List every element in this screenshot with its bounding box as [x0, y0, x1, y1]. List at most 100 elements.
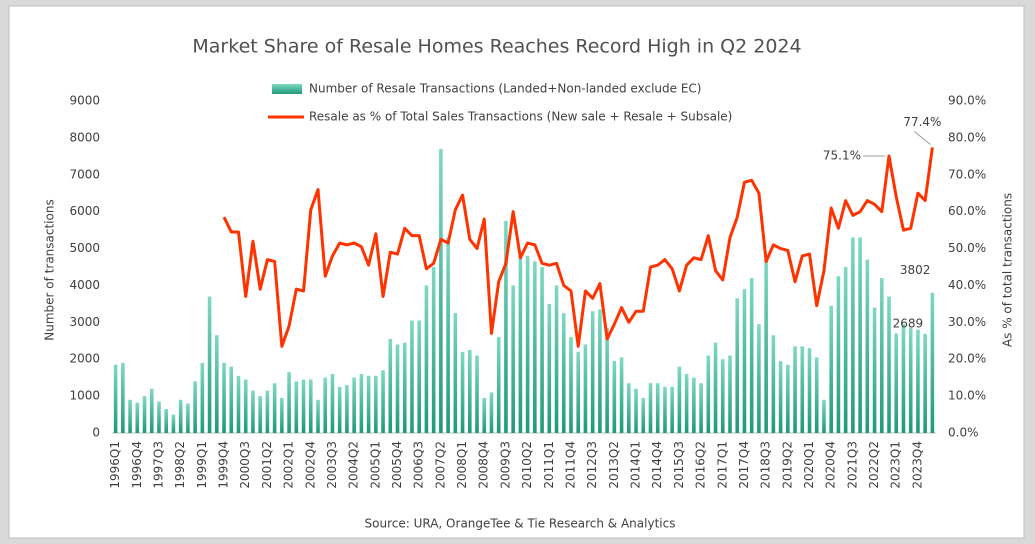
x-tick-label: 1999Q1: [195, 441, 209, 489]
bar: [171, 414, 176, 433]
bar: [236, 375, 241, 433]
bar: [930, 292, 935, 433]
y2-tick-label: 20.0%: [948, 352, 986, 366]
bar: [337, 386, 342, 433]
y2-axis-title: As % of total transactions: [1001, 193, 1015, 347]
bar-label: 2689: [893, 316, 924, 330]
bar: [395, 344, 400, 433]
x-tick-label: 2010Q2: [520, 441, 534, 489]
bar: [908, 327, 913, 433]
bar: [619, 357, 624, 433]
bar: [518, 252, 523, 433]
bar: [402, 342, 407, 433]
y-tick-label: 8000: [69, 130, 100, 144]
bar: [713, 342, 718, 433]
bar: [287, 372, 291, 433]
x-tick-label: 2008Q4: [477, 441, 491, 489]
x-tick-label: 2022Q2: [867, 441, 881, 489]
line: [222, 147, 934, 348]
x-tick-label: 2002Q4: [303, 441, 317, 489]
bar: [757, 324, 761, 433]
x-tick-label: 2011Q4: [563, 441, 577, 489]
x-tick-label: 2000Q3: [238, 441, 252, 489]
x-tick-label: 2017Q1: [715, 441, 729, 489]
bar: [475, 355, 479, 433]
chart-frame: [8, 5, 1025, 539]
bar: [294, 381, 299, 433]
bar: [381, 370, 385, 433]
x-tick-label: 1998Q2: [173, 441, 187, 489]
bar: [851, 237, 855, 433]
bar: [627, 383, 631, 433]
x-tick-label: 1996Q4: [130, 441, 144, 489]
x-tick-label: 2023Q4: [910, 441, 924, 489]
bar: [164, 409, 169, 433]
bar: [345, 385, 349, 433]
bar: [901, 324, 906, 433]
bar: [692, 377, 696, 433]
bar: [460, 351, 465, 433]
x-tick-label: 2013Q2: [607, 441, 621, 489]
bar: [301, 379, 306, 433]
bar: [258, 396, 262, 433]
y-tick-label: 1000: [69, 389, 100, 403]
bar: [128, 399, 132, 433]
bar: [583, 344, 588, 433]
x-tick-label: 2011Q1: [542, 441, 556, 489]
bar: [829, 305, 833, 433]
bar: [590, 311, 595, 433]
bar: [561, 313, 566, 433]
bar: [786, 364, 790, 433]
x-tick-label: 2017Q4: [737, 441, 751, 489]
bar: [916, 329, 920, 433]
bar: [366, 375, 371, 433]
bar: [243, 379, 248, 433]
bar: [121, 362, 125, 433]
y2-tick-label: 0.0%: [948, 426, 979, 440]
bar: [655, 383, 660, 433]
y2-tick-label: 70.0%: [948, 167, 986, 181]
bar: [280, 397, 284, 433]
bar: [793, 346, 797, 433]
y2-tick-label: 40.0%: [948, 278, 986, 292]
bar: [467, 350, 472, 433]
x-tick-label: 2001Q2: [260, 441, 274, 489]
y-tick-label: 3000: [69, 315, 100, 329]
bar: [113, 364, 118, 433]
bar: [706, 355, 711, 433]
bar: [215, 335, 219, 433]
bar: [858, 237, 862, 433]
bar: [511, 285, 515, 433]
y2-tick-label: 10.0%: [948, 389, 986, 403]
bar: [374, 375, 378, 433]
bar: [439, 148, 443, 433]
bar: [677, 366, 682, 433]
bar-label: 3802: [900, 263, 931, 277]
x-tick-label: 2006Q3: [412, 441, 426, 489]
x-tick-label: 2019Q2: [780, 441, 794, 489]
bar: [822, 399, 826, 433]
y-tick-label: 2000: [69, 352, 100, 366]
bar: [720, 359, 725, 433]
bar: [771, 335, 776, 433]
bar: [222, 362, 226, 433]
bar: [684, 373, 689, 433]
x-tick-label: 2003Q3: [325, 441, 339, 489]
bar: [576, 351, 581, 433]
bar: [836, 276, 841, 433]
bar: [251, 390, 255, 433]
x-tick-label: 2021Q3: [845, 441, 859, 489]
bar: [482, 397, 487, 433]
x-tick-label: 2007Q2: [433, 441, 447, 489]
bar: [764, 259, 768, 433]
y-tick-label: 6000: [69, 204, 100, 218]
bar: [149, 388, 154, 433]
bar: [359, 373, 364, 433]
bar: [193, 381, 197, 433]
y-tick-label: 9000: [69, 94, 100, 108]
y2-tick-label: 50.0%: [948, 241, 986, 255]
bar: [699, 383, 703, 433]
leader-line: [914, 131, 931, 145]
